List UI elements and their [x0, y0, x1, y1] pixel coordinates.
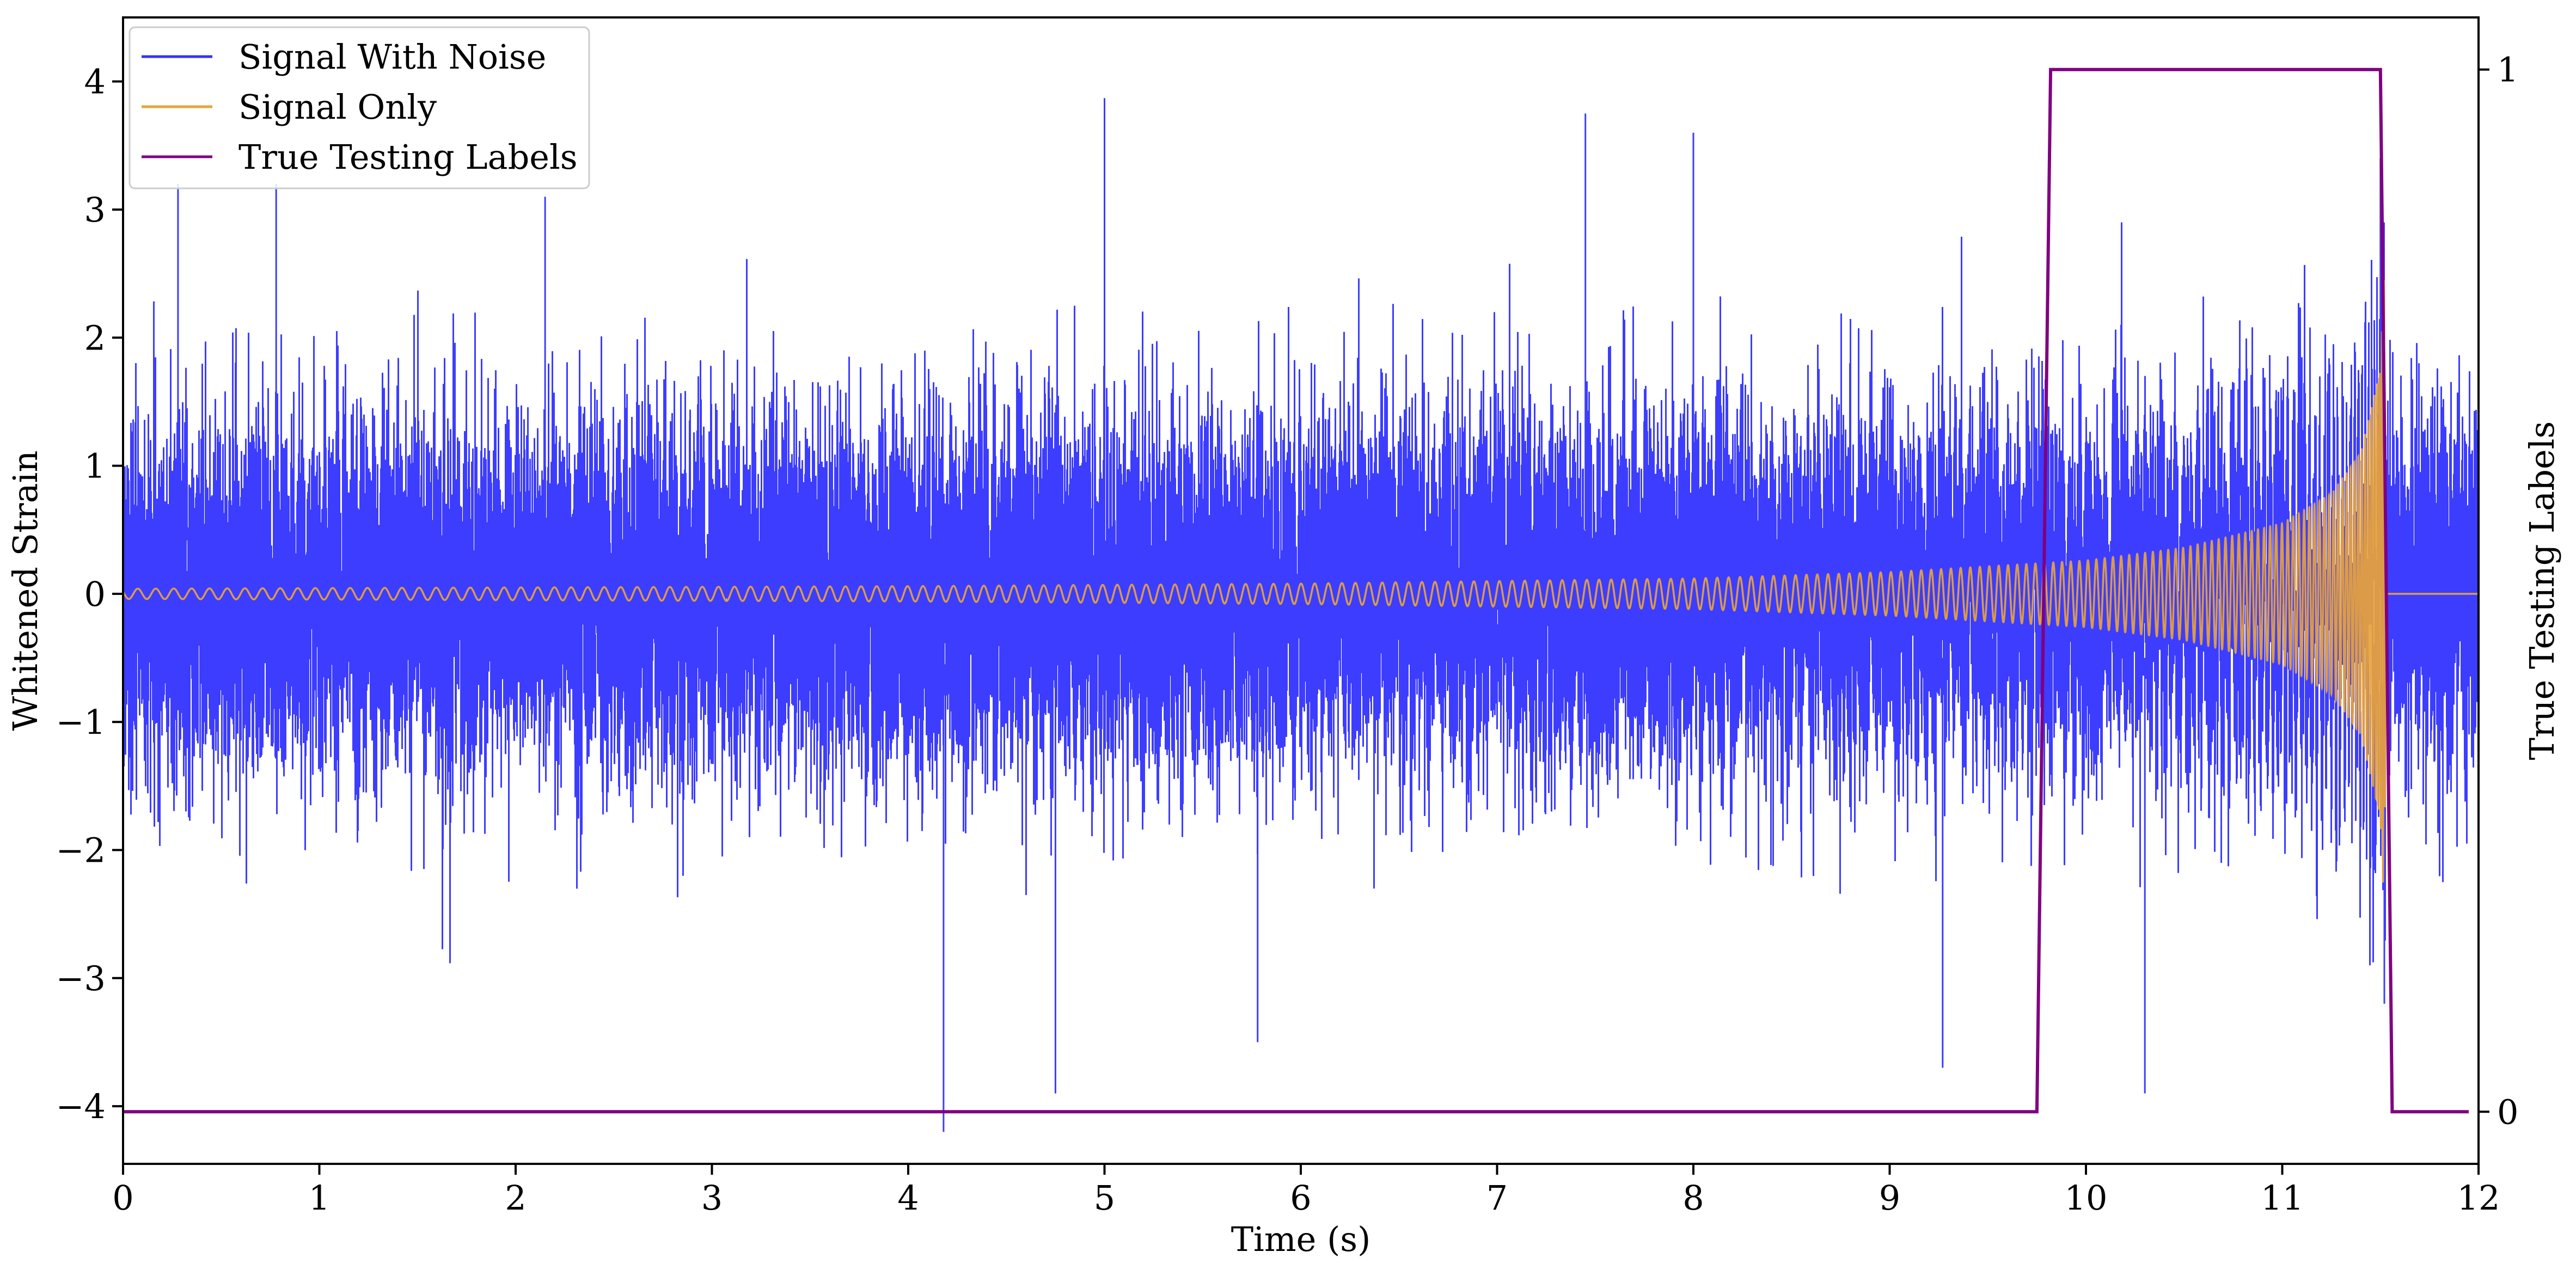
y-right-tick-label: 1	[2497, 50, 2518, 90]
y-left-tick-label: 3	[84, 190, 106, 230]
y-left-tick-label: 4	[84, 62, 106, 102]
x-tick-label: 9	[1879, 1178, 1900, 1218]
y-axis-right: 01	[2479, 50, 2518, 1132]
x-tick-label: 6	[1290, 1178, 1311, 1218]
y-left-tick-label: −1	[56, 702, 106, 742]
legend-box	[129, 26, 590, 189]
y-left-tick-label: 0	[84, 574, 106, 614]
y-left-tick-label: 2	[84, 318, 106, 358]
y-left-tick-label: −2	[56, 830, 106, 870]
x-axis-label: Time (s)	[1231, 1219, 1371, 1259]
x-axis: 0 1 2 3 4 5 6 7 8 9 10 11 12	[112, 1164, 2500, 1218]
x-tick-label: 2	[505, 1178, 526, 1218]
x-tick-label: 12	[2457, 1178, 2500, 1218]
series-signal-only	[123, 280, 2479, 883]
x-tick-label: 4	[897, 1178, 919, 1218]
y-axis-right-label: True Testing Labels	[2522, 421, 2562, 760]
y-axis-left: −4 −3 −2 −1 0 1 2 3 4	[56, 62, 123, 1126]
x-tick-label: 1	[309, 1178, 330, 1218]
x-tick-label: 0	[112, 1178, 133, 1218]
x-tick-label: 3	[701, 1178, 723, 1218]
x-tick-label: 5	[1094, 1178, 1115, 1218]
y-left-tick-label: 1	[84, 446, 106, 486]
y-left-tick-label: −3	[56, 959, 106, 998]
legend: Signal With Noise Signal Only True Testi…	[129, 26, 590, 189]
x-tick-label: 11	[2261, 1178, 2304, 1218]
x-tick-label: 8	[1682, 1178, 1704, 1218]
x-tick-label: 10	[2065, 1178, 2108, 1218]
y-left-tick-label: −4	[56, 1087, 106, 1126]
y-right-tick-label: 0	[2497, 1092, 2518, 1132]
x-tick-label: 7	[1486, 1178, 1508, 1218]
series-true-testing-labels	[123, 68, 2469, 1114]
legend-label-true-testing-labels: True Testing Labels	[238, 137, 578, 177]
legend-label-signal-only: Signal Only	[238, 87, 437, 127]
y-axis-left-label: Whitened Strain	[5, 451, 45, 731]
legend-label-signal-with-noise: Signal With Noise	[238, 37, 546, 77]
